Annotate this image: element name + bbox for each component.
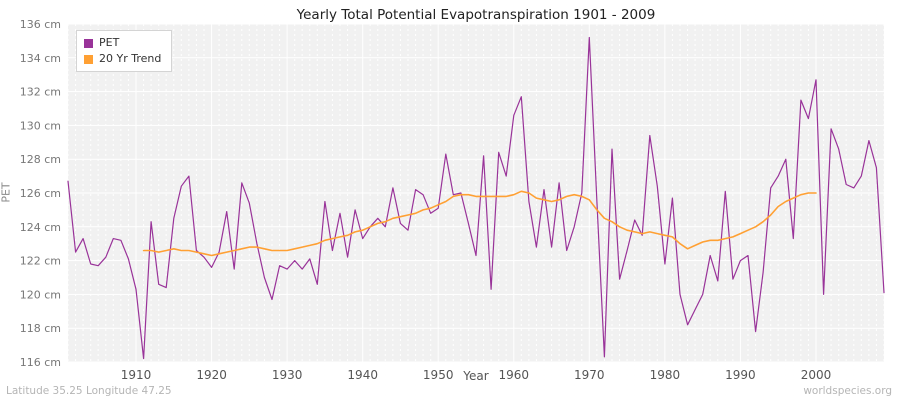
y-tick-label: 128 cm — [20, 153, 61, 166]
x-tick-label: 1920 — [196, 368, 227, 382]
pet-series-label: PET — [99, 36, 120, 49]
source-watermark: worldspecies.org — [803, 385, 892, 397]
y-tick-label: 136 cm — [20, 18, 61, 31]
x-tick-label: 1960 — [499, 368, 530, 382]
x-tick-label: 2000 — [801, 368, 832, 382]
x-tick-label: 1990 — [725, 368, 756, 382]
trend-series-label: 20 Yr Trend — [99, 52, 162, 65]
pet-series-swatch — [84, 38, 93, 48]
legend-item-pet: PET — [84, 35, 161, 51]
y-tick-label: 134 cm — [20, 52, 61, 65]
y-tick-label: 132 cm — [20, 86, 61, 99]
trend-series-swatch — [84, 54, 93, 64]
x-tick-label: 1980 — [650, 368, 681, 382]
trend-series-line — [142, 190, 817, 257]
coordinates-caption: Latitude 35.25 Longitude 47.25 — [6, 385, 172, 397]
y-axis-title: PET — [0, 182, 13, 203]
pet-series-line — [67, 36, 885, 360]
chart-legend: PET 20 Yr Trend — [76, 30, 173, 72]
y-tick-label: 120 cm — [20, 288, 61, 301]
y-tick-label: 118 cm — [20, 322, 61, 335]
x-tick-label: 1950 — [423, 368, 454, 382]
x-axis-title: Year — [463, 369, 489, 383]
y-tick-label: 126 cm — [20, 187, 61, 200]
x-tick-label: 1930 — [272, 368, 303, 382]
y-tick-label: 122 cm — [20, 255, 61, 268]
y-tick-label: 130 cm — [20, 119, 61, 132]
y-tick-label: 124 cm — [20, 221, 61, 234]
x-tick-label: 1940 — [347, 368, 378, 382]
y-tick-label: 116 cm — [20, 356, 61, 369]
x-tick-label: 1910 — [121, 368, 152, 382]
legend-item-trend: 20 Yr Trend — [84, 51, 161, 67]
x-tick-label: 1970 — [574, 368, 605, 382]
chart-title: Yearly Total Potential Evapotranspiratio… — [296, 7, 656, 23]
